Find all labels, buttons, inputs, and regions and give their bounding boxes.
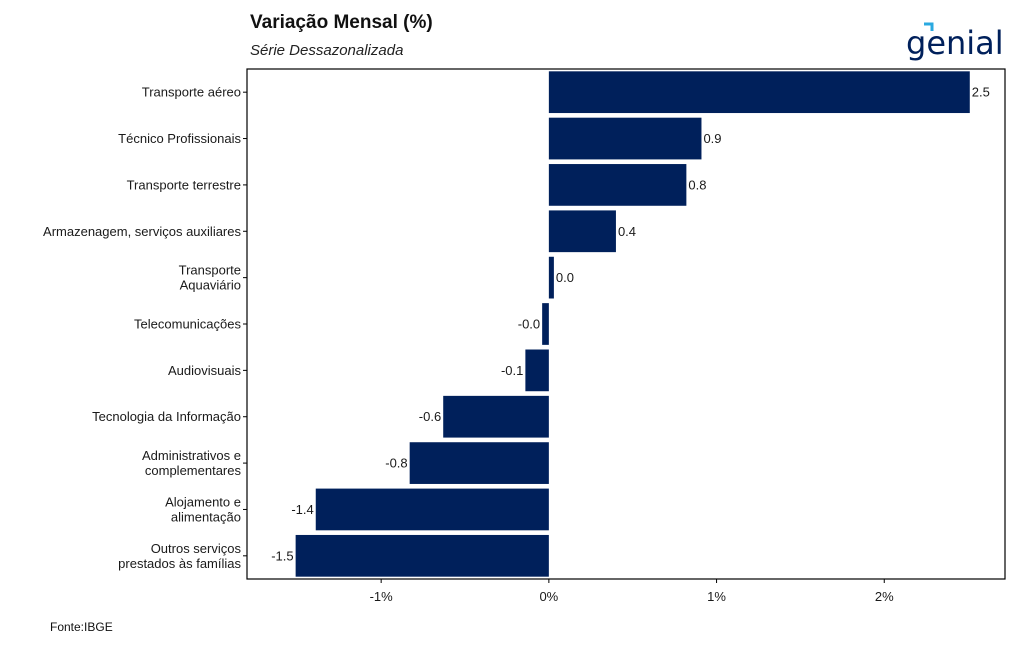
category-label-line: Armazenagem, serviços auxiliares (43, 224, 241, 239)
category-label-line: Administrativos e (142, 448, 241, 463)
x-tick-label: 1% (707, 589, 726, 604)
category-label-line: Transporte (179, 263, 241, 278)
logo-text: genial (906, 24, 1004, 62)
category-label: Administrativos e complementares (142, 448, 241, 478)
x-tick-label: 2% (875, 589, 894, 604)
category-label: Transporte Aquaviário (179, 263, 241, 293)
category-label-line: complementares (145, 463, 242, 478)
category-label-line: Audiovisuais (168, 363, 241, 378)
chart-subtitle: Série Dessazonalizada (250, 42, 404, 59)
category-label-line: Telecomunicações (134, 317, 241, 332)
bar (295, 534, 549, 577)
x-tick-label: -1% (370, 589, 394, 604)
bar-value-label: -0.8 (385, 456, 407, 471)
category-label: Tecnologia da Informação (92, 409, 241, 424)
labels-layer: 2.5 0.9 0.8 0.4 0.0 -0.0 -0.1 -0.6 -0.8 -1.4 -1.5 (271, 85, 990, 564)
bar-value-label: -0.6 (419, 409, 441, 424)
bar-value-label: 0.0 (556, 270, 574, 285)
category-label: Técnico Profissionais (118, 131, 241, 146)
logo-accent-mark (924, 22, 934, 31)
category-label: Alojamento e alimentação (165, 494, 241, 524)
bar (548, 210, 616, 253)
bars-layer (295, 71, 970, 577)
category-label: Outros serviços prestados às famílias (118, 541, 241, 571)
bar (548, 256, 554, 299)
category-label-line: prestados às famílias (118, 556, 241, 571)
bar-value-label: 2.5 (972, 85, 990, 100)
bar (542, 303, 549, 345)
category-label: Audiovisuais (168, 363, 241, 378)
category-label-line: Tecnologia da Informação (92, 409, 241, 424)
source-note: Fonte:IBGE (50, 620, 113, 634)
bar-value-label: -1.4 (291, 502, 313, 517)
bar (548, 164, 687, 206)
category-label: Telecomunicações (134, 317, 241, 332)
x-tick-label: 0% (539, 589, 558, 604)
bar (525, 349, 549, 392)
bar-value-label: -0.0 (518, 317, 540, 332)
category-label-line: Técnico Profissionais (118, 131, 241, 146)
bar-value-label: 0.9 (703, 131, 721, 146)
category-label-line: Aquaviário (180, 278, 241, 293)
bar-value-label: 0.4 (618, 224, 636, 239)
bar (443, 395, 549, 438)
bar (315, 488, 549, 531)
bar (409, 442, 549, 484)
category-label-line: Transporte terrestre (127, 177, 241, 192)
category-label: Transporte terrestre (127, 177, 241, 192)
category-label-line: Outros serviços (151, 541, 242, 556)
bar-value-label: 0.8 (688, 177, 706, 192)
bar (548, 71, 970, 114)
category-label-line: alimentação (171, 509, 241, 524)
category-label-line: Transporte aéreo (142, 85, 241, 100)
bar (548, 117, 702, 160)
category-label: Transporte aéreo (142, 85, 241, 100)
genial-logo: genial (906, 22, 1004, 62)
bar-value-label: -1.5 (271, 548, 293, 563)
category-label: Armazenagem, serviços auxiliares (43, 224, 241, 239)
axis-layer: Transporte aéreo Técnico Profissionais Tra… (43, 85, 894, 604)
bar-value-label: -0.1 (501, 363, 523, 378)
chart-title: Variação Mensal (%) (250, 12, 433, 33)
category-label-line: Alojamento e (165, 494, 241, 509)
